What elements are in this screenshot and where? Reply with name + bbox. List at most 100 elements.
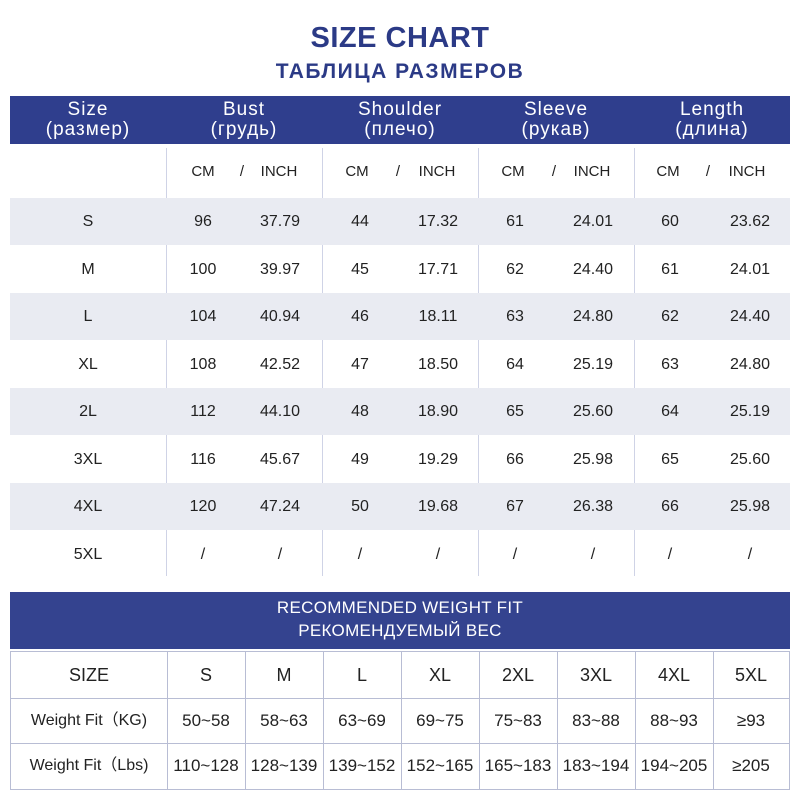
- row-divider: [11, 743, 789, 744]
- value-cell: 40.94: [259, 308, 301, 325]
- value-cell: 96: [194, 213, 212, 230]
- unit-inch: INCH: [418, 163, 456, 180]
- col-length-en: Length: [679, 99, 745, 120]
- value-cell: 25.60: [572, 403, 614, 420]
- value-cell: 37.79: [259, 213, 301, 230]
- value-cell: 23.62: [729, 213, 771, 230]
- value-cell: 24.01: [729, 260, 771, 278]
- unit-row: CM / INCH CM / INCH CM / INCH CM / INCH: [10, 148, 790, 196]
- size-cell: 5XL: [73, 545, 103, 563]
- weight-size-label: SIZE: [68, 665, 109, 685]
- weight-fit-table: SIZE S M L XL 2XL 3XL 4XL 5XL Weight Fit（KG) 50~58…: [10, 651, 790, 790]
- value-cell: 112: [190, 403, 216, 420]
- value-cell: /: [512, 545, 518, 563]
- col-size-header: Size (размер): [10, 96, 166, 144]
- value-cell: 19.29: [417, 450, 459, 468]
- unit-cm: CM: [345, 163, 369, 180]
- weight-fit-title-ru: РЕКОМЕНДУЕМЫЙ ВЕС: [298, 621, 502, 640]
- weight-kg-cell: 50~58: [182, 711, 230, 730]
- value-cell: /: [747, 545, 753, 563]
- unit-separator: /: [239, 163, 245, 180]
- value-cell: 24.40: [729, 308, 771, 325]
- value-cell: 44.10: [259, 403, 301, 420]
- weight-lbs-cell: 183~194: [562, 756, 630, 775]
- value-cell: 45.67: [259, 450, 301, 468]
- value-cell: 50: [351, 498, 369, 515]
- col-shoulder-en: Shoulder: [357, 99, 443, 120]
- size-cell: L: [83, 308, 93, 325]
- col-divider: [166, 148, 167, 576]
- value-cell: 66: [506, 450, 524, 468]
- value-cell: 18.11: [418, 308, 458, 325]
- table-row: L 104 40.94 46 18.11 63 24.80 62 24.40: [10, 293, 790, 340]
- weight-lbs-cell: 194~205: [640, 756, 708, 775]
- value-cell: /: [667, 545, 673, 563]
- unit-separator: /: [395, 163, 401, 180]
- value-cell: 60: [661, 213, 679, 230]
- value-cell: 61: [506, 213, 524, 230]
- unit-inch: INCH: [260, 163, 298, 180]
- col-sleeve-header: Sleeve (рукав): [478, 96, 634, 144]
- table-row: XL 108 42.52 47 18.50 64 25.19 63 24.80: [10, 341, 790, 388]
- weight-kg-cell: ≥93: [736, 711, 766, 730]
- value-cell: 47.24: [259, 498, 301, 515]
- col-divider: [479, 652, 480, 789]
- value-cell: 18.50: [417, 355, 459, 373]
- value-cell: 65: [661, 450, 679, 468]
- col-divider: [713, 652, 714, 789]
- col-shoulder-ru: (плечо): [364, 119, 436, 140]
- col-divider: [401, 652, 402, 789]
- value-cell: 45: [351, 260, 369, 278]
- value-cell: 65: [506, 403, 524, 420]
- col-divider: [635, 652, 636, 789]
- size-cell: 4XL: [73, 498, 103, 515]
- table-row: 3XL 116 45.67 49 19.29 66 25.98 65 25.60: [10, 436, 790, 483]
- unit-cm: CM: [501, 163, 525, 180]
- col-divider: [557, 652, 558, 789]
- size-cell: M: [81, 260, 95, 278]
- col-bust-header: Bust (грудь): [166, 96, 322, 144]
- value-cell: 42.52: [259, 355, 301, 373]
- size-chart-title-ru: ТАБЛИЦА РАЗМЕРОВ: [275, 60, 525, 83]
- weight-lbs-cell: 110~128: [173, 756, 239, 775]
- weight-header-cell: XL: [428, 665, 452, 685]
- value-cell: 24.80: [572, 308, 614, 325]
- col-size-en: Size: [67, 99, 109, 120]
- col-sleeve-ru: (рукав): [521, 119, 591, 140]
- weight-kg-cell: 63~69: [338, 711, 386, 730]
- value-cell: /: [200, 545, 206, 563]
- size-chart-title: SIZE CHART: [310, 22, 490, 54]
- weight-kg-cell: 58~63: [260, 711, 308, 730]
- table-row: 2L 112 44.10 48 18.90 65 25.60 64 25.19: [10, 388, 790, 435]
- value-cell: 25.19: [729, 403, 771, 420]
- value-cell: 61: [661, 260, 679, 278]
- size-cell: 2L: [79, 403, 97, 420]
- value-cell: 116: [190, 450, 216, 468]
- unit-separator: /: [705, 163, 711, 180]
- weight-lbs-cell: ≥205: [732, 756, 770, 775]
- value-cell: 25.98: [729, 498, 771, 515]
- size-cell: S: [82, 213, 94, 230]
- value-cell: /: [435, 545, 441, 563]
- value-cell: 62: [661, 308, 679, 325]
- unit-inch: INCH: [573, 163, 611, 180]
- weight-header-cell: 5XL: [734, 665, 768, 685]
- col-sleeve-en: Sleeve: [523, 99, 589, 120]
- col-divider: [167, 652, 168, 789]
- col-length-header: Length (длина): [634, 96, 790, 144]
- value-cell: 46: [351, 308, 369, 325]
- col-length-ru: (длина): [675, 119, 749, 140]
- value-cell: 62: [506, 260, 524, 278]
- weight-lbs-cell: 152~165: [406, 756, 474, 775]
- weight-row-label: Weight Fit（Lbs): [29, 757, 149, 774]
- value-cell: 49: [351, 450, 369, 468]
- value-cell: 64: [661, 403, 679, 420]
- value-cell: 120: [189, 498, 217, 515]
- weight-row-label: Weight Fit（KG): [30, 712, 148, 729]
- weight-lbs-cell: 139~152: [328, 756, 396, 775]
- value-cell: 25.60: [729, 450, 771, 468]
- value-cell: 18.90: [417, 403, 459, 420]
- value-cell: 67: [506, 498, 524, 515]
- unit-separator: /: [551, 163, 557, 180]
- value-cell: 24.80: [729, 355, 771, 373]
